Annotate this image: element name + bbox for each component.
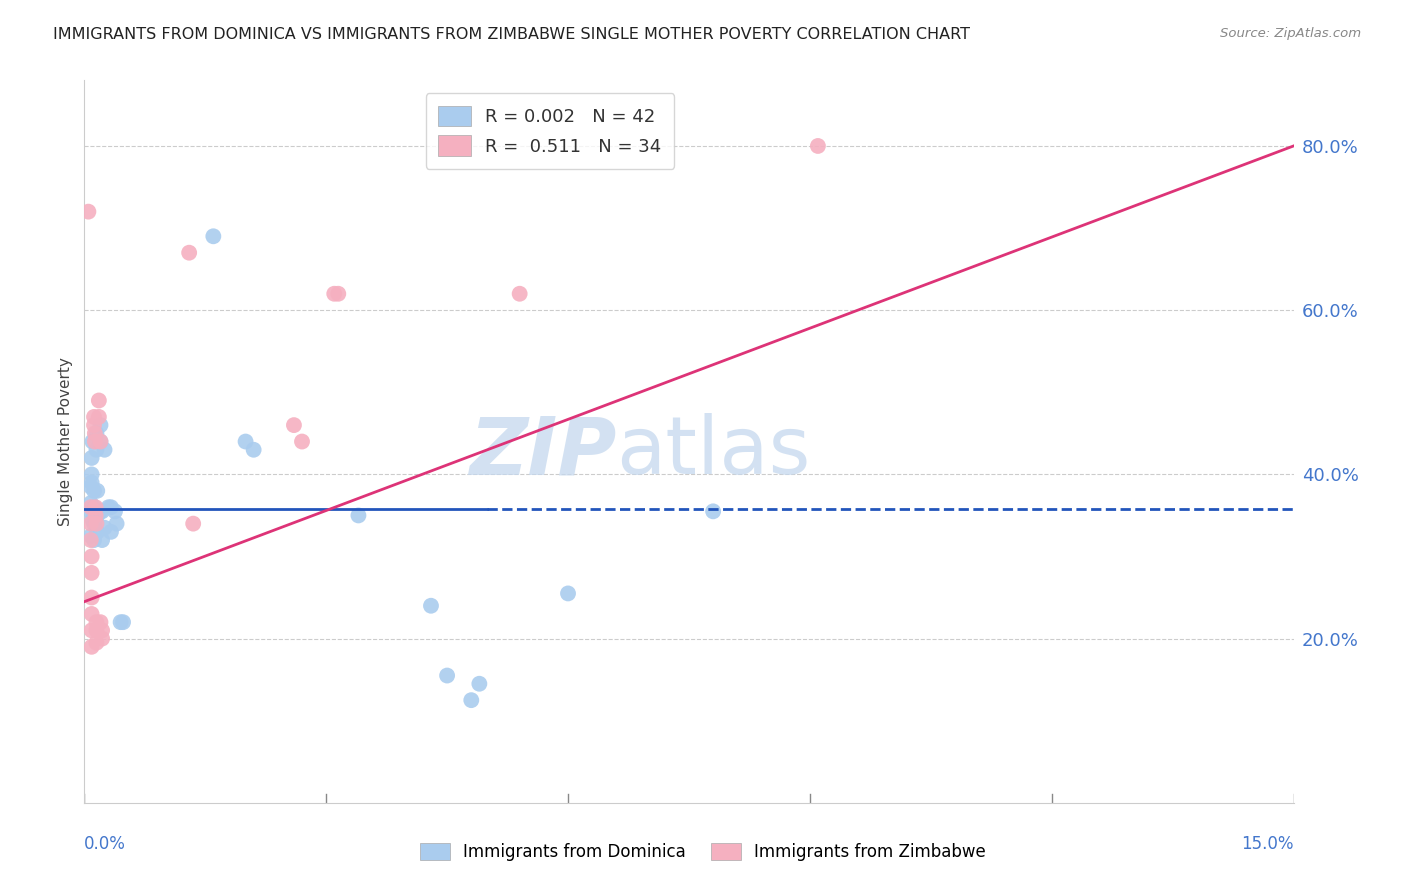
Point bbox=[181, 516, 204, 531]
Point bbox=[89, 418, 111, 433]
Point bbox=[80, 450, 103, 465]
Point bbox=[347, 508, 370, 523]
Point bbox=[86, 508, 108, 523]
Point bbox=[104, 504, 127, 518]
Point bbox=[105, 516, 128, 531]
Point bbox=[77, 204, 100, 219]
Point bbox=[83, 500, 105, 515]
Text: IMMIGRANTS FROM DOMINICA VS IMMIGRANTS FROM ZIMBABWE SINGLE MOTHER POVERTY CORRE: IMMIGRANTS FROM DOMINICA VS IMMIGRANTS F… bbox=[53, 27, 970, 42]
Point bbox=[89, 434, 111, 449]
Point bbox=[460, 693, 482, 707]
Point bbox=[436, 668, 458, 682]
Point bbox=[86, 442, 108, 457]
Point bbox=[82, 434, 104, 449]
Point bbox=[86, 636, 108, 650]
Point bbox=[80, 624, 103, 638]
Point bbox=[557, 586, 579, 600]
Legend: R = 0.002   N = 42, R =  0.511   N = 34: R = 0.002 N = 42, R = 0.511 N = 34 bbox=[426, 93, 673, 169]
Point bbox=[110, 615, 132, 630]
Point bbox=[702, 504, 724, 518]
Y-axis label: Single Mother Poverty: Single Mother Poverty bbox=[58, 357, 73, 526]
Point bbox=[83, 409, 105, 424]
Point bbox=[291, 434, 314, 449]
Point bbox=[83, 533, 105, 547]
Point bbox=[82, 512, 104, 526]
Point bbox=[84, 500, 107, 515]
Point bbox=[179, 245, 201, 260]
Point bbox=[323, 286, 346, 301]
Point bbox=[80, 516, 103, 531]
Point bbox=[89, 615, 111, 630]
Text: 15.0%: 15.0% bbox=[1241, 835, 1294, 854]
Point bbox=[80, 480, 103, 494]
Point bbox=[86, 624, 108, 638]
Point bbox=[86, 483, 108, 498]
Point bbox=[202, 229, 225, 244]
Point bbox=[83, 516, 105, 531]
Point bbox=[83, 426, 105, 441]
Point bbox=[91, 504, 114, 518]
Legend: Immigrants from Dominica, Immigrants from Zimbabwe: Immigrants from Dominica, Immigrants fro… bbox=[413, 836, 993, 868]
Point bbox=[84, 508, 107, 523]
Point bbox=[807, 139, 830, 153]
Point bbox=[80, 607, 103, 621]
Point bbox=[91, 632, 114, 646]
Point bbox=[86, 426, 108, 441]
Point bbox=[283, 418, 305, 433]
Point bbox=[420, 599, 443, 613]
Point bbox=[97, 500, 120, 515]
Point bbox=[100, 524, 122, 539]
Point bbox=[91, 533, 114, 547]
Point bbox=[100, 500, 122, 515]
Point bbox=[80, 640, 103, 654]
Point bbox=[89, 504, 111, 518]
Point bbox=[80, 496, 103, 510]
Point bbox=[80, 549, 103, 564]
Point bbox=[80, 533, 103, 547]
Point bbox=[80, 504, 103, 518]
Point bbox=[87, 393, 110, 408]
Point bbox=[80, 591, 103, 605]
Point bbox=[86, 524, 108, 539]
Point bbox=[80, 529, 103, 543]
Point bbox=[80, 566, 103, 580]
Point bbox=[242, 442, 264, 457]
Text: ZIP: ZIP bbox=[470, 413, 616, 491]
Text: atlas: atlas bbox=[616, 413, 811, 491]
Point bbox=[86, 516, 108, 531]
Point bbox=[83, 434, 105, 449]
Point bbox=[93, 442, 115, 457]
Point bbox=[80, 475, 103, 490]
Point bbox=[80, 500, 103, 515]
Point bbox=[89, 434, 111, 449]
Point bbox=[112, 615, 135, 630]
Point bbox=[235, 434, 257, 449]
Point bbox=[468, 677, 491, 691]
Text: Source: ZipAtlas.com: Source: ZipAtlas.com bbox=[1220, 27, 1361, 40]
Point bbox=[87, 409, 110, 424]
Point bbox=[91, 624, 114, 638]
Point bbox=[86, 615, 108, 630]
Point bbox=[80, 467, 103, 482]
Point bbox=[83, 483, 105, 498]
Point bbox=[509, 286, 531, 301]
Text: 0.0%: 0.0% bbox=[84, 835, 127, 854]
Point bbox=[83, 418, 105, 433]
Point bbox=[328, 286, 350, 301]
Point bbox=[93, 521, 115, 535]
